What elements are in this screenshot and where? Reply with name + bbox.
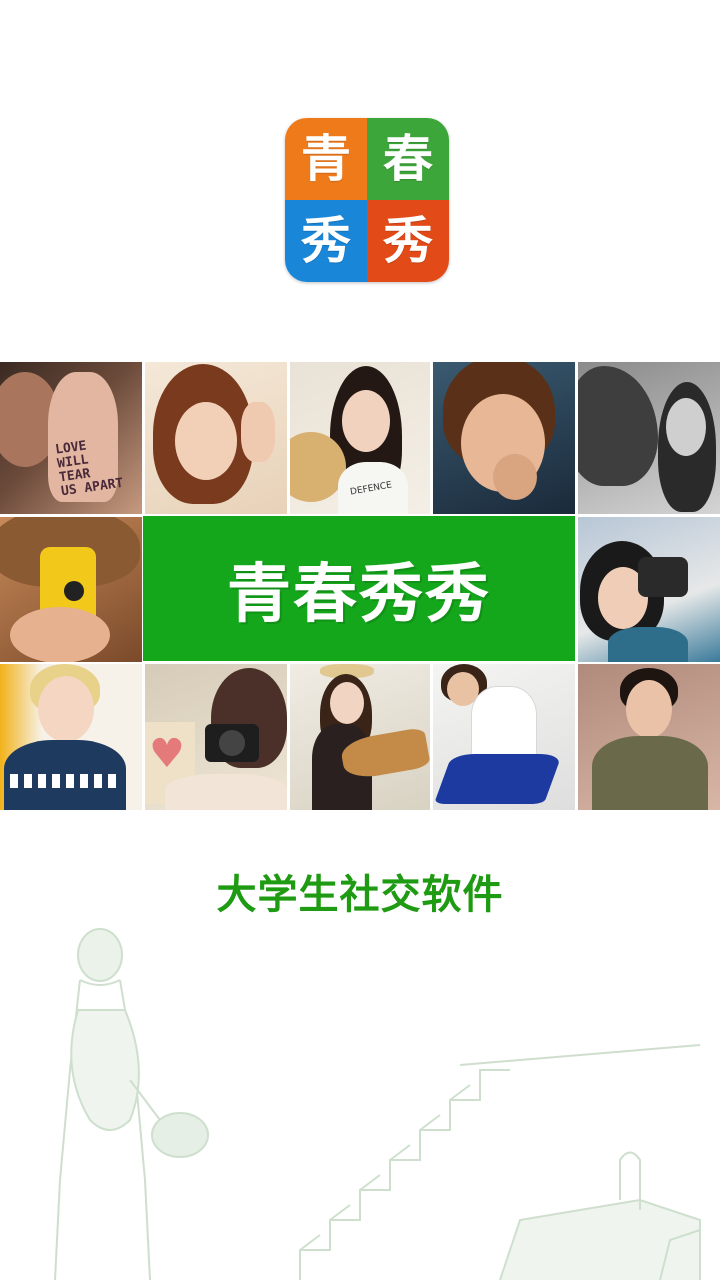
photo-tile: [578, 517, 720, 662]
photo-tile: [578, 664, 720, 810]
photo-tile: [145, 362, 287, 514]
logo-quadrant-orange: 青: [285, 118, 367, 200]
app-logo: 青 春 秀 秀: [285, 118, 449, 282]
logo-quadrant-red: 秀: [367, 200, 449, 282]
logo-quadrant-green: 春: [367, 118, 449, 200]
photo-tile: [578, 362, 720, 514]
photo-tile: [433, 664, 575, 810]
photo-tile: [0, 664, 142, 810]
background-sketch: [54, 928, 701, 1280]
heart-icon: ♥: [149, 731, 185, 777]
photo-tile: [433, 362, 575, 514]
photo-tile: DEFENCE: [290, 362, 430, 514]
photo-tile: [290, 664, 430, 810]
slogan: 大学生社交软件: [216, 872, 504, 918]
brand-banner: 青春秀秀: [143, 516, 575, 661]
logo-quadrant-blue: 秀: [285, 200, 367, 282]
photo-tile: [0, 517, 142, 662]
photo-tile: ♥: [145, 664, 287, 810]
photo-tile: [0, 362, 142, 514]
banner-title: 青春秀秀: [227, 557, 491, 632]
photo-collage: DEFENCE ♥: [0, 362, 720, 810]
hand-text: LOVE WILL TEAR US APART: [54, 438, 125, 500]
